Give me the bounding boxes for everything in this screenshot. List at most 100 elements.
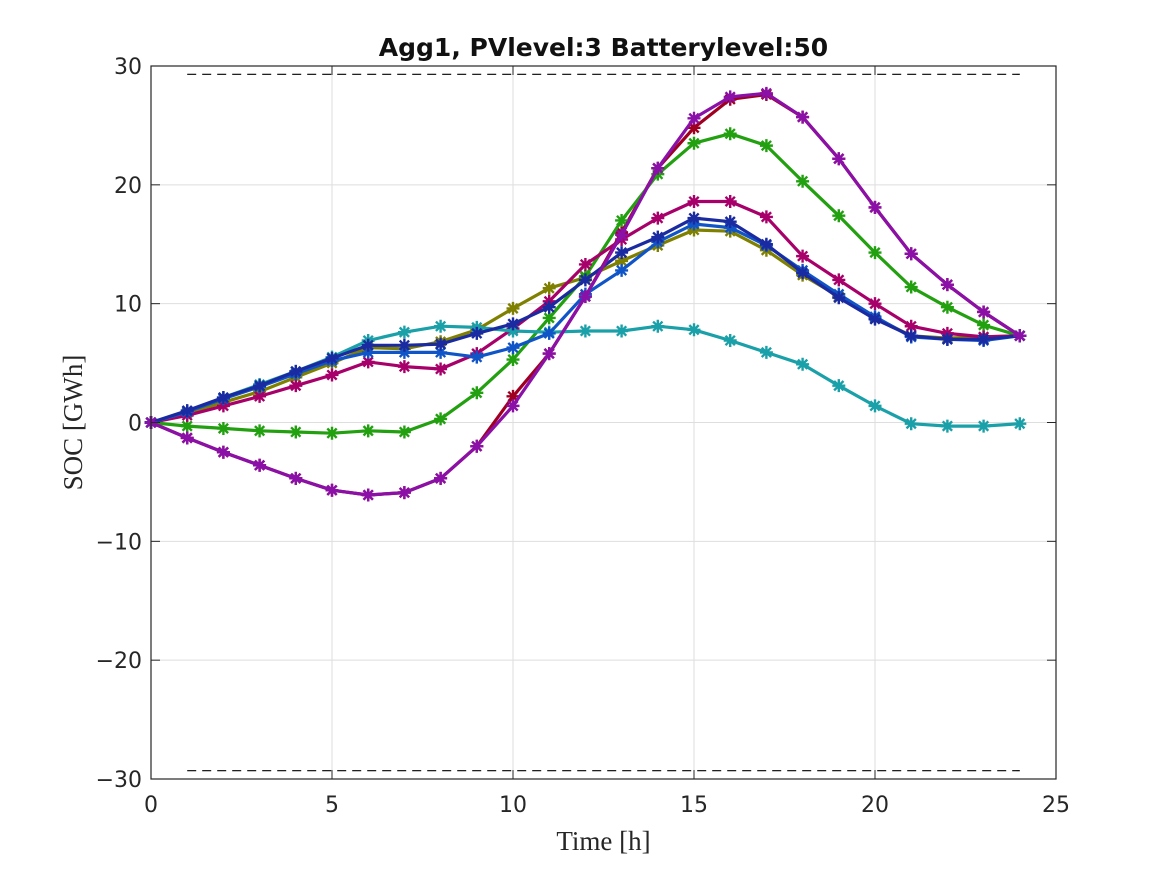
y-tick-label: −20 bbox=[96, 649, 142, 674]
data-point-marker bbox=[397, 360, 411, 374]
data-point-marker bbox=[180, 404, 194, 418]
data-point-marker bbox=[977, 419, 991, 433]
data-point-marker bbox=[723, 334, 737, 348]
data-point-marker bbox=[506, 301, 520, 315]
data-point-marker bbox=[723, 215, 737, 229]
data-point-marker bbox=[904, 247, 918, 261]
data-point-marker bbox=[759, 139, 773, 153]
data-point-marker bbox=[687, 121, 701, 135]
data-point-marker bbox=[940, 419, 954, 433]
data-point-marker bbox=[904, 417, 918, 431]
data-point-marker bbox=[216, 445, 230, 459]
data-point-marker bbox=[253, 389, 267, 403]
data-point-marker bbox=[977, 332, 991, 346]
data-point-marker bbox=[289, 471, 303, 485]
data-point-marker bbox=[434, 412, 448, 426]
data-point-marker bbox=[506, 399, 520, 413]
data-point-marker bbox=[687, 323, 701, 337]
data-point-marker bbox=[397, 425, 411, 439]
data-point-marker bbox=[325, 351, 339, 365]
data-point-marker bbox=[615, 324, 629, 338]
data-point-marker bbox=[289, 364, 303, 378]
data-point-marker bbox=[832, 209, 846, 223]
data-point-marker bbox=[615, 228, 629, 242]
data-point-marker bbox=[434, 337, 448, 351]
data-point-marker bbox=[180, 431, 194, 445]
data-point-marker bbox=[578, 257, 592, 271]
data-point-marker bbox=[216, 421, 230, 435]
data-point-marker bbox=[434, 319, 448, 333]
data-point-marker bbox=[687, 111, 701, 125]
data-point-marker bbox=[651, 230, 665, 244]
data-point-marker bbox=[434, 471, 448, 485]
data-point-marker bbox=[868, 312, 882, 326]
data-point-marker bbox=[470, 439, 484, 453]
y-tick-label: −10 bbox=[96, 530, 142, 555]
data-point-marker bbox=[542, 300, 556, 314]
x-tick-label: 25 bbox=[1042, 793, 1070, 818]
data-point-marker bbox=[759, 237, 773, 251]
data-point-marker bbox=[832, 291, 846, 305]
data-point-marker bbox=[289, 425, 303, 439]
data-point-marker bbox=[796, 266, 810, 280]
data-point-marker bbox=[651, 319, 665, 333]
data-point-marker bbox=[434, 362, 448, 376]
data-point-marker bbox=[796, 357, 810, 371]
data-point-marker bbox=[832, 379, 846, 393]
soc-bound-lines bbox=[187, 73, 1020, 772]
data-point-marker bbox=[253, 379, 267, 393]
data-point-marker bbox=[397, 345, 411, 359]
data-point-marker bbox=[361, 338, 375, 352]
data-point-marker bbox=[1013, 329, 1027, 343]
y-axis-label: SOC [GWh] bbox=[58, 355, 88, 491]
y-tick-label: −30 bbox=[96, 768, 142, 793]
data-point-marker bbox=[470, 350, 484, 364]
data-point-marker bbox=[759, 210, 773, 224]
series-8 bbox=[144, 86, 1027, 502]
data-point-marker bbox=[759, 86, 773, 100]
data-point-marker bbox=[289, 379, 303, 393]
data-point-marker bbox=[687, 194, 701, 208]
x-tick-label: 0 bbox=[144, 793, 158, 818]
data-point-marker bbox=[796, 174, 810, 188]
y-tick-label: 10 bbox=[114, 293, 142, 318]
x-tick-label: 20 bbox=[861, 793, 889, 818]
data-point-marker bbox=[542, 281, 556, 295]
data-point-marker bbox=[506, 389, 520, 403]
data-point-marker bbox=[759, 345, 773, 359]
data-point-marker bbox=[687, 211, 701, 225]
data-point-marker bbox=[868, 399, 882, 413]
y-tick-label: 30 bbox=[114, 55, 142, 80]
x-tick-label: 15 bbox=[680, 793, 708, 818]
y-tick-label: 20 bbox=[114, 174, 142, 199]
data-point-marker bbox=[687, 136, 701, 150]
data-point-marker bbox=[180, 419, 194, 433]
data-point-marker bbox=[940, 332, 954, 346]
data-point-marker bbox=[253, 424, 267, 438]
data-point-marker bbox=[723, 90, 737, 104]
data-point-marker bbox=[796, 249, 810, 263]
data-point-marker bbox=[470, 386, 484, 400]
data-point-marker bbox=[506, 353, 520, 367]
data-point-marker bbox=[977, 318, 991, 332]
data-point-marker bbox=[361, 345, 375, 359]
data-point-marker bbox=[615, 213, 629, 227]
data-point-marker bbox=[397, 325, 411, 339]
chart-title: Agg1, PVlevel:3 Batterylevel:50 bbox=[379, 33, 828, 62]
data-point-marker bbox=[615, 254, 629, 268]
data-point-marker bbox=[1013, 417, 1027, 431]
x-tick-label: 10 bbox=[499, 793, 527, 818]
data-point-marker bbox=[361, 355, 375, 369]
data-point-marker bbox=[940, 278, 954, 292]
data-point-marker bbox=[325, 426, 339, 440]
data-point-marker bbox=[434, 345, 448, 359]
data-point-marker bbox=[470, 326, 484, 340]
data-point-marker bbox=[506, 341, 520, 355]
data-point-marker bbox=[904, 329, 918, 343]
data-point-marker bbox=[868, 297, 882, 311]
x-tick-label: 5 bbox=[325, 793, 339, 818]
data-point-marker bbox=[796, 110, 810, 124]
data-point-marker bbox=[832, 273, 846, 287]
axis-ticks: 0 5 10 15 20 25 −30 −20 −10 0 10 20 30 bbox=[96, 55, 1070, 818]
data-point-marker bbox=[506, 317, 520, 331]
